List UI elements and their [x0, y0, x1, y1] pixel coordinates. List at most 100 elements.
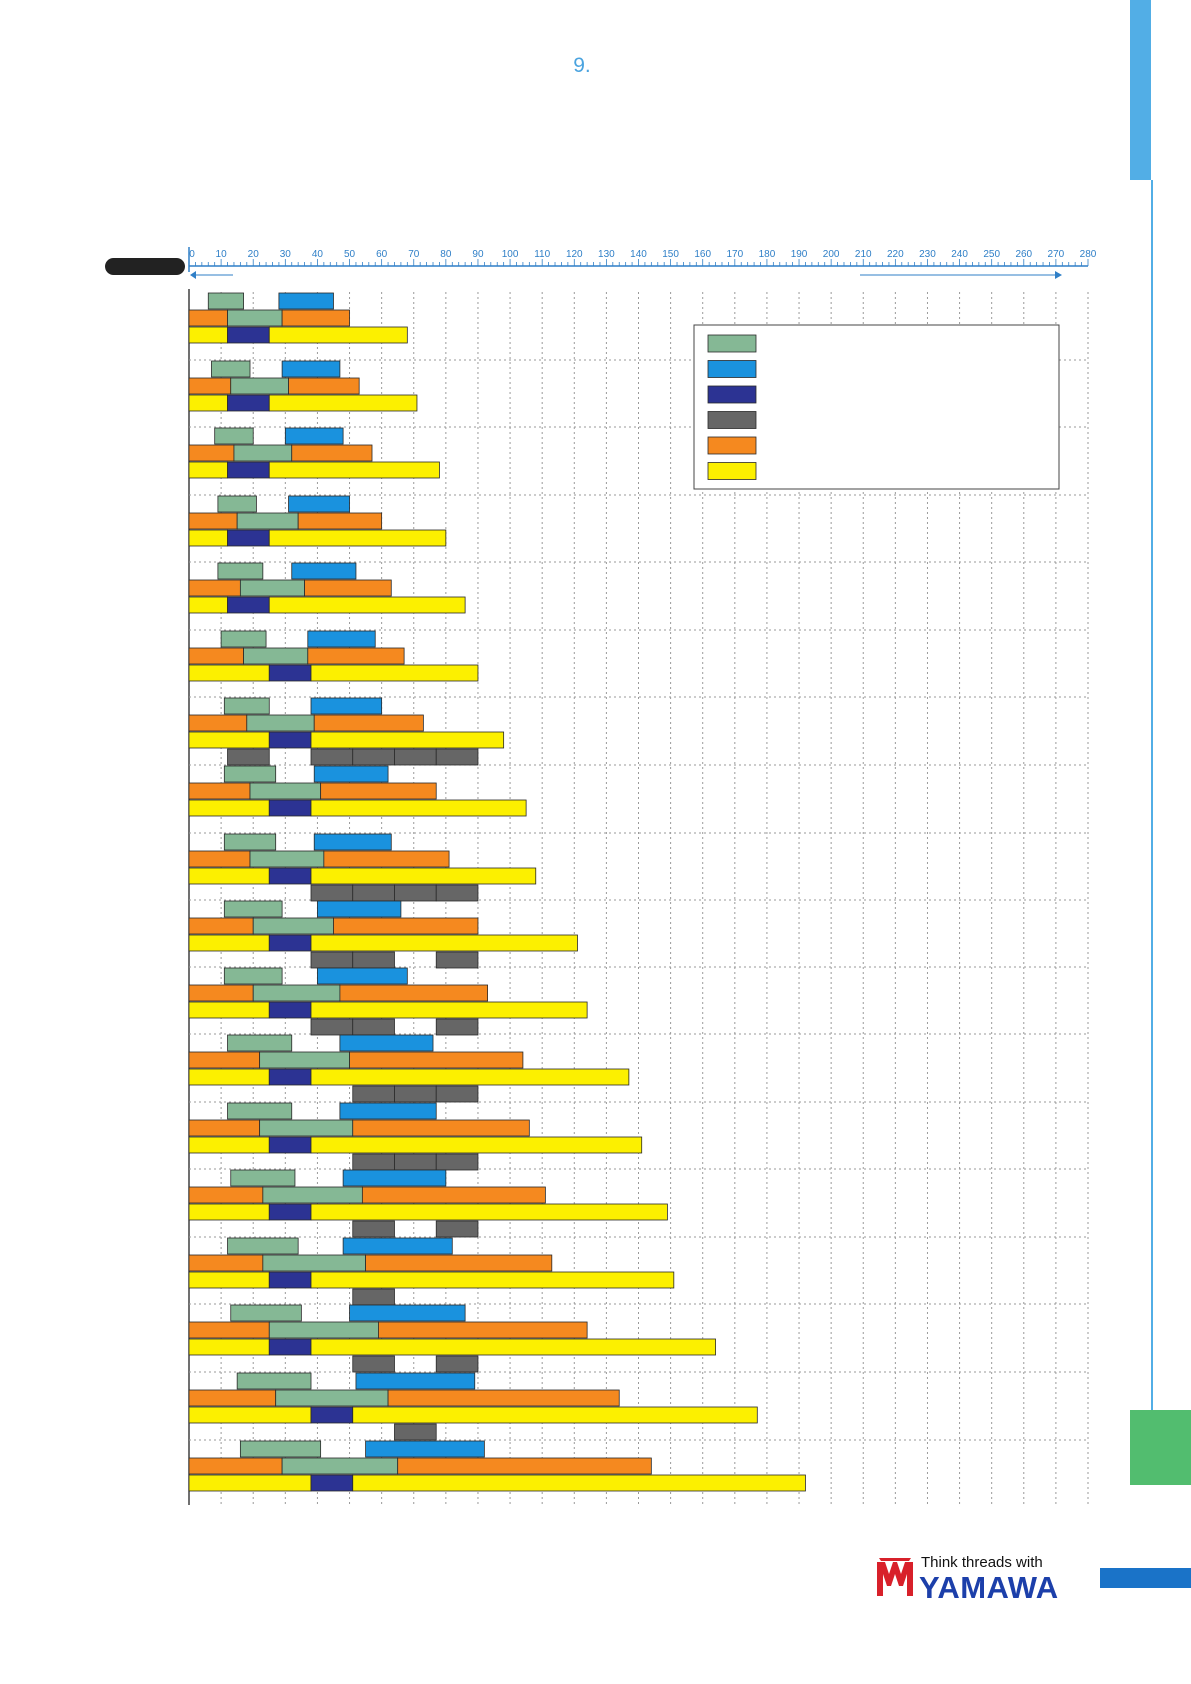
- bar-segment-navy: [310, 1474, 354, 1492]
- bar-segment-orange: [297, 512, 383, 530]
- bar-segment-green: [230, 377, 289, 395]
- left-arrow-icon: [190, 271, 196, 279]
- x-tick-label: 10: [216, 249, 228, 260]
- bar-segment-orange: [361, 1186, 546, 1204]
- bar-segment-orange: [188, 647, 244, 665]
- brand-tagline: Think threads with: [921, 1554, 1043, 1571]
- bar-segment-navy: [268, 664, 312, 682]
- bar-segment-orange: [281, 309, 350, 327]
- bar-segment-gray: [310, 884, 354, 902]
- bar-segment-green: [223, 967, 283, 985]
- bar-segment-gray: [435, 884, 479, 902]
- bar-segment-yellow: [188, 1406, 312, 1424]
- bar-segment-green: [227, 1237, 299, 1255]
- bar-segment-green: [211, 360, 251, 378]
- bar-segment-gray: [435, 1153, 479, 1171]
- bar-segment-gray: [310, 748, 354, 766]
- bar-segment-green: [259, 1119, 354, 1137]
- bar-segment-navy: [227, 461, 270, 479]
- bar-segment-gray: [435, 1018, 479, 1036]
- bar-segment-green: [246, 714, 315, 732]
- bar-segment-yellow: [188, 461, 228, 479]
- bar-segment-navy: [268, 799, 312, 817]
- bar-segment-green: [249, 782, 322, 800]
- bar-segment-gray: [352, 1085, 395, 1103]
- bar-segment-blue: [307, 630, 376, 648]
- bar-segment-blue: [339, 1034, 434, 1052]
- bar-segment-orange: [288, 377, 360, 395]
- bar-segment-blue: [291, 562, 357, 580]
- bar-segment-yellow: [188, 326, 228, 344]
- bar-segment-green: [230, 1304, 302, 1322]
- x-tick-label: 80: [440, 249, 452, 260]
- bar-segment-orange: [188, 512, 238, 530]
- side-tab-bottom: [1130, 1410, 1191, 1485]
- bar-segment-navy: [268, 1136, 312, 1154]
- bar-segment-green: [217, 495, 257, 513]
- bar-segment-yellow: [188, 731, 270, 749]
- bar-segment-orange: [188, 1254, 264, 1272]
- bar-segment-navy: [268, 1271, 312, 1289]
- bar-segment-orange: [188, 782, 251, 800]
- bar-segment-yellow: [310, 1203, 668, 1221]
- bar-segment-yellow: [352, 1474, 806, 1492]
- bar-segment-yellow: [188, 664, 270, 682]
- bar-segment-orange: [307, 647, 405, 665]
- right-arrow-icon: [1055, 271, 1062, 279]
- bar-segment-gray: [394, 1085, 437, 1103]
- bar-segment-green: [281, 1457, 399, 1475]
- bar-segment-blue: [365, 1440, 485, 1458]
- x-tick-label: 50: [344, 249, 356, 260]
- bar-segment-green: [262, 1254, 366, 1272]
- x-tick-label: 30: [280, 249, 292, 260]
- bar-segment-green: [252, 917, 334, 935]
- bar-segment-yellow: [188, 934, 270, 952]
- x-tick-label: 240: [951, 249, 968, 260]
- bar-segment-green: [227, 1034, 293, 1052]
- bar-segment-orange: [188, 714, 248, 732]
- x-tick-label: 260: [1015, 249, 1032, 260]
- bar-segment-orange: [378, 1321, 588, 1339]
- bar-segment-orange: [320, 782, 437, 800]
- bar-segment-orange: [323, 850, 450, 868]
- bar-segment-orange: [397, 1457, 652, 1475]
- bar-segment-orange: [387, 1389, 620, 1407]
- legend-swatch: [707, 360, 757, 378]
- x-tick-label: 70: [408, 249, 420, 260]
- bar-segment-gray: [435, 748, 479, 766]
- bar-segment-gray: [435, 1355, 479, 1373]
- bar-segment-yellow: [268, 529, 447, 547]
- bar-segment-gray: [352, 1220, 395, 1238]
- bar-segment-orange: [188, 1457, 283, 1475]
- bar-segment-blue: [284, 427, 344, 445]
- bar-segment-orange: [352, 1119, 530, 1137]
- x-tick-label: 160: [694, 249, 711, 260]
- bar-segment-navy: [268, 867, 312, 885]
- bar-segment-green: [214, 427, 254, 445]
- bar-segment-gray: [435, 1085, 479, 1103]
- bar-segment-blue: [313, 833, 392, 851]
- chart-legend: [693, 324, 1060, 490]
- legend-swatch: [707, 334, 757, 353]
- bar-segment-blue: [278, 292, 334, 310]
- bar-segment-yellow: [188, 394, 228, 412]
- bar-segment-orange: [188, 579, 241, 597]
- bar-segment-navy: [268, 934, 312, 952]
- bar-segment-green: [217, 562, 264, 580]
- bar-segment-navy: [268, 1068, 312, 1086]
- yamawa-logo-icon: [877, 1558, 913, 1596]
- bar-segment-blue: [355, 1372, 476, 1390]
- bar-segment-green: [223, 765, 277, 783]
- bar-segment-orange: [188, 1389, 277, 1407]
- bar-segment-yellow: [268, 326, 408, 344]
- bar-segment-green: [230, 1169, 296, 1187]
- bar-segment-yellow: [310, 1001, 588, 1019]
- bar-segment-green: [223, 900, 283, 918]
- bar-segment-green: [262, 1186, 363, 1204]
- x-tick-label: 130: [598, 249, 615, 260]
- bar-segment-gray: [435, 951, 479, 969]
- bar-segment-gray: [394, 1423, 437, 1441]
- x-tick-label: 140: [630, 249, 647, 260]
- bar-segment-navy: [227, 326, 270, 344]
- bar-segment-yellow: [268, 596, 466, 614]
